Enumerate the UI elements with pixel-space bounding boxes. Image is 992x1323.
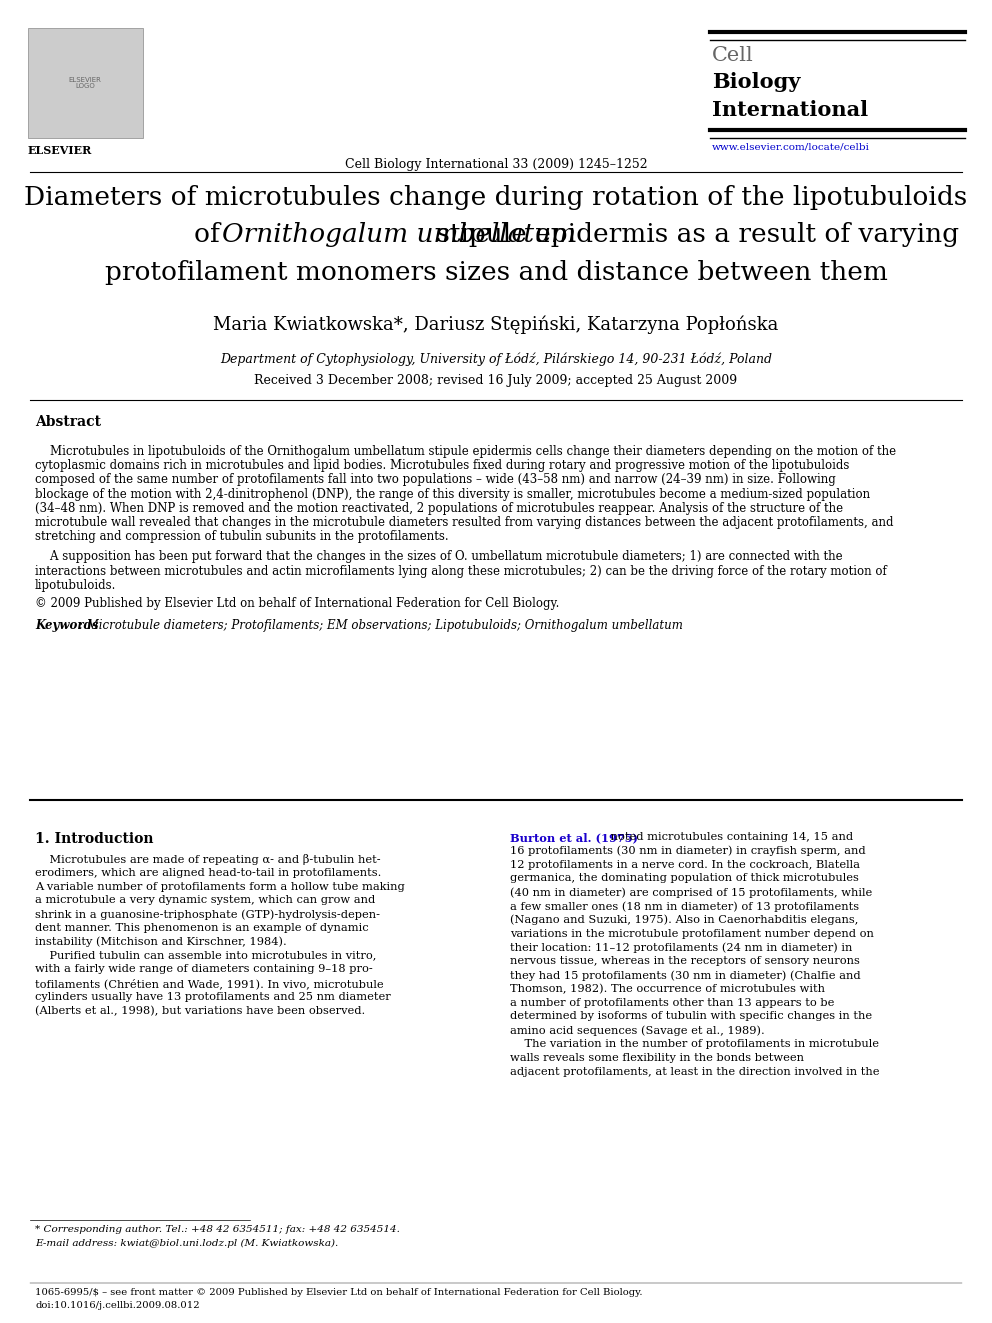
Text: determined by isoforms of tubulin with specific changes in the: determined by isoforms of tubulin with s… <box>510 1011 872 1021</box>
Text: adjacent protofilaments, at least in the direction involved in the: adjacent protofilaments, at least in the… <box>510 1066 880 1077</box>
Text: of: of <box>194 222 228 247</box>
Text: stipule epidermis as a result of varying: stipule epidermis as a result of varying <box>429 222 959 247</box>
Text: with a fairly wide range of diameters containing 9–18 pro-: with a fairly wide range of diameters co… <box>35 964 373 975</box>
Text: tofilaments (Chrétien and Wade, 1991). In vivo, microtubule: tofilaments (Chrétien and Wade, 1991). I… <box>35 978 384 990</box>
Text: Ornithogalum umbellatum: Ornithogalum umbellatum <box>221 222 575 247</box>
Text: they had 15 protofilaments (30 nm in diameter) (Chalfie and: they had 15 protofilaments (30 nm in dia… <box>510 970 861 980</box>
Text: interactions between microtubules and actin microfilaments lying along these mic: interactions between microtubules and ac… <box>35 565 887 578</box>
Text: a few smaller ones (18 nm in diameter) of 13 protofilaments: a few smaller ones (18 nm in diameter) o… <box>510 901 859 912</box>
Text: doi:10.1016/j.cellbi.2009.08.012: doi:10.1016/j.cellbi.2009.08.012 <box>35 1301 199 1310</box>
Text: (Alberts et al., 1998), but variations have been observed.: (Alberts et al., 1998), but variations h… <box>35 1005 365 1016</box>
Text: Biology: Biology <box>712 71 801 93</box>
Text: microtubule wall revealed that changes in the microtubule diameters resulted fro: microtubule wall revealed that changes i… <box>35 516 894 529</box>
Text: 1. Introduction: 1. Introduction <box>35 832 154 845</box>
Text: Cell: Cell <box>712 46 754 65</box>
Text: (Nagano and Suzuki, 1975). Also in Caenorhabditis elegans,: (Nagano and Suzuki, 1975). Also in Caeno… <box>510 914 858 925</box>
Text: a number of protofilaments other than 13 appears to be: a number of protofilaments other than 13… <box>510 998 834 1008</box>
Text: : Microtubule diameters; Protofilaments; EM observations; Lipotubuloids; Ornitho: : Microtubule diameters; Protofilaments;… <box>79 619 682 632</box>
Text: Burton et al. (1975): Burton et al. (1975) <box>510 832 638 843</box>
Text: 12 protofilaments in a nerve cord. In the cockroach, Blatella: 12 protofilaments in a nerve cord. In th… <box>510 860 860 869</box>
Text: Maria Kwiatkowska*, Dariusz Stępiński, Katarzyna Popłońska: Maria Kwiatkowska*, Dariusz Stępiński, K… <box>213 315 779 333</box>
Text: A supposition has been put forward that the changes in the sizes of O. umbellatu: A supposition has been put forward that … <box>35 550 842 564</box>
Text: noted microtubules containing 14, 15 and: noted microtubules containing 14, 15 and <box>607 832 853 841</box>
Text: lipotubuloids.: lipotubuloids. <box>35 578 116 591</box>
Text: The variation in the number of protofilaments in microtubule: The variation in the number of protofila… <box>510 1039 879 1049</box>
Text: nervous tissue, whereas in the receptors of sensory neurons: nervous tissue, whereas in the receptors… <box>510 957 860 966</box>
Text: Received 3 December 2008; revised 16 July 2009; accepted 25 August 2009: Received 3 December 2008; revised 16 Jul… <box>254 374 738 388</box>
Text: walls reveals some flexibility in the bonds between: walls reveals some flexibility in the bo… <box>510 1053 804 1062</box>
Text: ELSEVIER
LOGO: ELSEVIER LOGO <box>68 77 101 90</box>
Text: composed of the same number of protofilaments fall into two populations – wide (: composed of the same number of protofila… <box>35 474 835 487</box>
Text: A variable number of protofilaments form a hollow tube making: A variable number of protofilaments form… <box>35 881 405 892</box>
Text: germanica, the dominating population of thick microtubules: germanica, the dominating population of … <box>510 873 859 884</box>
Text: E-mail address: kwiat@biol.uni.lodz.pl (M. Kwiatkowska).: E-mail address: kwiat@biol.uni.lodz.pl (… <box>35 1240 338 1248</box>
Text: www.elsevier.com/locate/celbi: www.elsevier.com/locate/celbi <box>712 142 870 151</box>
Text: instability (Mitchison and Kirschner, 1984).: instability (Mitchison and Kirschner, 19… <box>35 937 287 947</box>
Text: dent manner. This phenomenon is an example of dynamic: dent manner. This phenomenon is an examp… <box>35 923 369 933</box>
Text: Department of Cytophysiology, University of Łódź, Pilárskiego 14, 90-231 Łódź, : Department of Cytophysiology, University… <box>220 352 772 365</box>
Text: cylinders usually have 13 protofilaments and 25 nm diameter: cylinders usually have 13 protofilaments… <box>35 992 391 1002</box>
Text: (34–48 nm). When DNP is removed and the motion reactivated, 2 populations of mic: (34–48 nm). When DNP is removed and the … <box>35 501 843 515</box>
Text: (40 nm in diameter) are comprised of 15 protofilaments, while: (40 nm in diameter) are comprised of 15 … <box>510 888 872 898</box>
Text: shrink in a guanosine-triphosphate (GTP)-hydrolysis-depen-: shrink in a guanosine-triphosphate (GTP)… <box>35 909 380 919</box>
Text: Cell Biology International 33 (2009) 1245–1252: Cell Biology International 33 (2009) 124… <box>344 157 648 171</box>
Text: a microtubule a very dynamic system, which can grow and: a microtubule a very dynamic system, whi… <box>35 896 375 905</box>
Text: Microtubules in lipotubuloids of the Ornithogalum umbellatum stipule epidermis c: Microtubules in lipotubuloids of the Orn… <box>35 445 896 458</box>
Text: Microtubules are made of repeating α- and β-tubulin het-: Microtubules are made of repeating α- an… <box>35 855 381 865</box>
Text: Purified tubulin can assemble into microtubules in vitro,: Purified tubulin can assemble into micro… <box>35 951 376 960</box>
Text: ELSEVIER: ELSEVIER <box>28 146 92 156</box>
Text: Diameters of microtubules change during rotation of the lipotubuloids: Diameters of microtubules change during … <box>25 185 967 210</box>
Text: © 2009 Published by Elsevier Ltd on behalf of International Federation for Cell : © 2009 Published by Elsevier Ltd on beha… <box>35 597 559 610</box>
Text: International: International <box>712 101 868 120</box>
Text: cytoplasmic domains rich in microtubules and lipid bodies. Microtubules fixed du: cytoplasmic domains rich in microtubules… <box>35 459 849 472</box>
Text: amino acid sequences (Savage et al., 1989).: amino acid sequences (Savage et al., 198… <box>510 1025 765 1036</box>
Text: protofilament monomers sizes and distance between them: protofilament monomers sizes and distanc… <box>104 261 888 284</box>
Text: their location: 11–12 protofilaments (24 nm in diameter) in: their location: 11–12 protofilaments (24… <box>510 942 852 953</box>
Text: 1065-6995/$ – see front matter © 2009 Published by Elsevier Ltd on behalf of Int: 1065-6995/$ – see front matter © 2009 Pu… <box>35 1289 643 1297</box>
Text: Abstract: Abstract <box>35 415 101 429</box>
Text: Thomson, 1982). The occurrence of microtubules with: Thomson, 1982). The occurrence of microt… <box>510 984 825 994</box>
Text: 16 protofilaments (30 nm in diameter) in crayfish sperm, and: 16 protofilaments (30 nm in diameter) in… <box>510 845 866 856</box>
Text: * Corresponding author. Tel.: +48 42 6354511; fax: +48 42 6354514.: * Corresponding author. Tel.: +48 42 635… <box>35 1225 400 1234</box>
Text: variations in the microtubule protofilament number depend on: variations in the microtubule protofilam… <box>510 929 874 938</box>
Text: stretching and compression of tubulin subunits in the protofilaments.: stretching and compression of tubulin su… <box>35 531 448 544</box>
Bar <box>28 28 143 138</box>
Text: Keywords: Keywords <box>35 619 98 632</box>
Text: blockage of the motion with 2,4-dinitrophenol (DNP), the range of this diversity: blockage of the motion with 2,4-dinitrop… <box>35 488 870 500</box>
Text: erodimers, which are aligned head-to-tail in protofilaments.: erodimers, which are aligned head-to-tai… <box>35 868 381 877</box>
